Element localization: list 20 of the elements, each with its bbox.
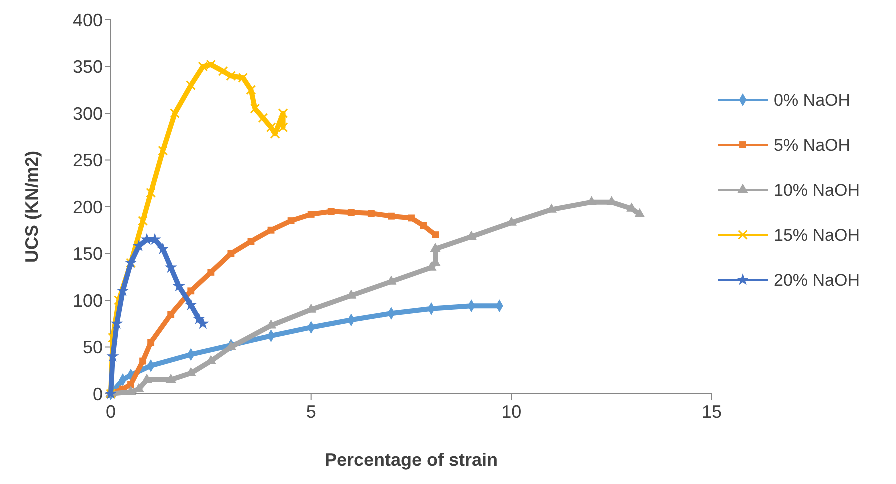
x-tick-label: 5 xyxy=(306,402,316,422)
y-tick-label: 400 xyxy=(72,10,103,30)
y-tick-label: 300 xyxy=(72,104,103,124)
x-tick-label: 15 xyxy=(702,402,722,422)
y-tick-label: 150 xyxy=(72,244,103,264)
legend-label: 5% NaOH xyxy=(774,136,851,155)
y-tick-label: 250 xyxy=(72,150,103,171)
legend-label: 15% NaOH xyxy=(774,226,860,245)
y-tick-label: 0 xyxy=(92,384,103,404)
y-axis-title: UCS (KN/m2) xyxy=(22,150,42,264)
y-tick-label: 350 xyxy=(72,57,103,78)
y-tick-label: 50 xyxy=(82,338,103,358)
legend-label: 20% NaOH xyxy=(774,270,860,290)
y-tick-label: 100 xyxy=(72,290,103,311)
legend-label: 0% NaOH xyxy=(774,90,851,110)
x-tick-label: 0 xyxy=(106,402,116,422)
x-axis-title: Percentage of strain xyxy=(324,450,498,470)
y-tick-label: 200 xyxy=(72,197,103,218)
legend-label: 10% NaOH xyxy=(774,180,860,200)
x-tick-label: 10 xyxy=(502,402,522,422)
